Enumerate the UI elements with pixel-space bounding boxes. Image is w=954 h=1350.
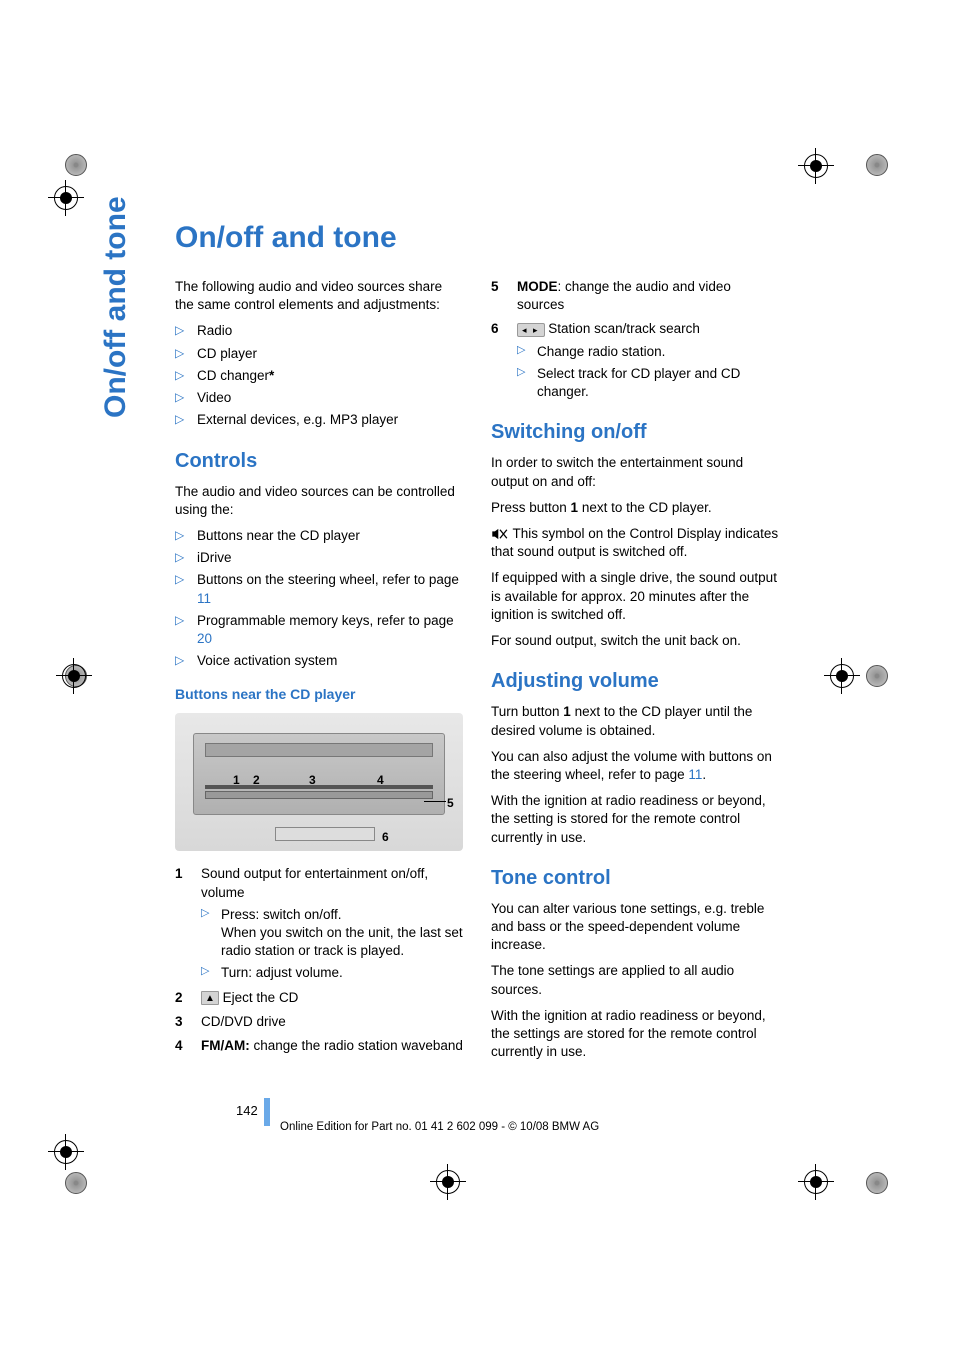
numbered-list-right: 5 MODE: change the audio and video sourc… — [491, 278, 779, 401]
registration-target — [824, 658, 860, 694]
tone-p3: With the ignition at radio readiness or … — [491, 1007, 779, 1062]
list-item: Programmable memory keys, refer to page … — [175, 612, 463, 648]
footer-copyright: Online Edition for Part no. 01 41 2 602 … — [280, 1120, 599, 1136]
list-item: Video — [175, 389, 463, 407]
list-item: Buttons near the CD player — [175, 527, 463, 545]
seek-icon: ◂ ▸ — [517, 323, 545, 337]
page-number: 142 — [236, 1102, 258, 1120]
registration-target — [430, 1164, 466, 1200]
list-item: 6 ◂ ▸ Station scan/track search Change r… — [491, 320, 779, 401]
callout-3: 3 — [309, 772, 316, 788]
list-item: 2 ▲ Eject the CD — [175, 989, 463, 1007]
list-item: External devices, e.g. MP3 player — [175, 411, 463, 429]
registration-target — [48, 1134, 84, 1170]
controls-intro: The audio and video sources can be contr… — [175, 483, 463, 519]
tone-heading: Tone control — [491, 865, 779, 892]
list-item: Radio — [175, 322, 463, 340]
list-item: CD changer* — [175, 367, 463, 385]
numbered-list-left: 1 Sound output for entertainment on/off,… — [175, 865, 463, 1055]
registration-target — [56, 658, 92, 694]
registration-mark — [866, 154, 888, 176]
registration-target — [48, 180, 84, 216]
list-item: CD player — [175, 345, 463, 363]
volume-p3: With the ignition at radio readiness or … — [491, 792, 779, 847]
switching-p4: If equipped with a single drive, the sou… — [491, 569, 779, 624]
switching-heading: Switching on/off — [491, 419, 779, 446]
callout-6: 6 — [382, 829, 389, 845]
list-item: Press: switch on/off. When you switch on… — [201, 906, 463, 961]
controls-heading: Controls — [175, 448, 463, 475]
list-item: 3 CD/DVD drive — [175, 1013, 463, 1031]
page-link[interactable]: 11 — [197, 591, 211, 606]
switching-p2: Press button 1 next to the CD player. — [491, 499, 779, 517]
list-item: 4 FM/AM: change the radio station waveba… — [175, 1037, 463, 1055]
volume-p1: Turn button 1 next to the CD player unti… — [491, 703, 779, 739]
buttons-subheading: Buttons near the CD player — [175, 685, 463, 704]
page-number-bar — [264, 1098, 270, 1126]
callout-2: 2 — [253, 772, 260, 788]
list-item: 1 Sound output for entertainment on/off,… — [175, 865, 463, 982]
registration-mark — [866, 1172, 888, 1194]
page-title: On/off and tone — [175, 218, 397, 259]
list-item: Turn: adjust volume. — [201, 964, 463, 982]
callout-1: 1 — [233, 772, 240, 788]
registration-target — [798, 148, 834, 184]
list-item: iDrive — [175, 549, 463, 567]
page-link[interactable]: 20 — [197, 631, 212, 646]
registration-mark — [65, 1172, 87, 1194]
mute-icon — [491, 528, 509, 540]
registration-mark — [65, 154, 87, 176]
list-item: Change radio station. — [517, 343, 779, 361]
content-area: The following audio and video sources sh… — [175, 278, 780, 1070]
switching-p1: In order to switch the entertainment sou… — [491, 454, 779, 490]
eject-icon: ▲ — [201, 991, 219, 1005]
tone-p1: You can alter various tone settings, e.g… — [491, 900, 779, 955]
sources-list: Radio CD player CD changer* Video Extern… — [175, 322, 463, 429]
sidebar-chapter-title: On/off and tone — [96, 196, 137, 418]
volume-heading: Adjusting volume — [491, 668, 779, 695]
tone-p2: The tone settings are applied to all aud… — [491, 962, 779, 998]
registration-target — [798, 1164, 834, 1200]
list-item: Select track for CD player and CD change… — [517, 365, 779, 401]
list-item: Buttons on the steering wheel, refer to … — [175, 571, 463, 607]
intro-paragraph: The following audio and video sources sh… — [175, 278, 463, 314]
controls-list: Buttons near the CD player iDrive Button… — [175, 527, 463, 671]
switching-p3: This symbol on the Control Display indic… — [491, 525, 779, 561]
switching-p5: For sound output, switch the unit back o… — [491, 632, 779, 650]
left-column: The following audio and video sources sh… — [175, 278, 463, 1070]
volume-p2: You can also adjust the volume with butt… — [491, 748, 779, 784]
registration-mark — [866, 665, 888, 687]
list-item: 5 MODE: change the audio and video sourc… — [491, 278, 779, 314]
right-column: 5 MODE: change the audio and video sourc… — [491, 278, 779, 1070]
callout-5: 5 — [447, 795, 454, 811]
cd-player-illustration: 1 2 3 4 5 6 — [175, 713, 463, 851]
page-link[interactable]: 11 — [688, 767, 702, 782]
callout-4: 4 — [377, 772, 384, 788]
list-item: Voice activation system — [175, 652, 463, 670]
